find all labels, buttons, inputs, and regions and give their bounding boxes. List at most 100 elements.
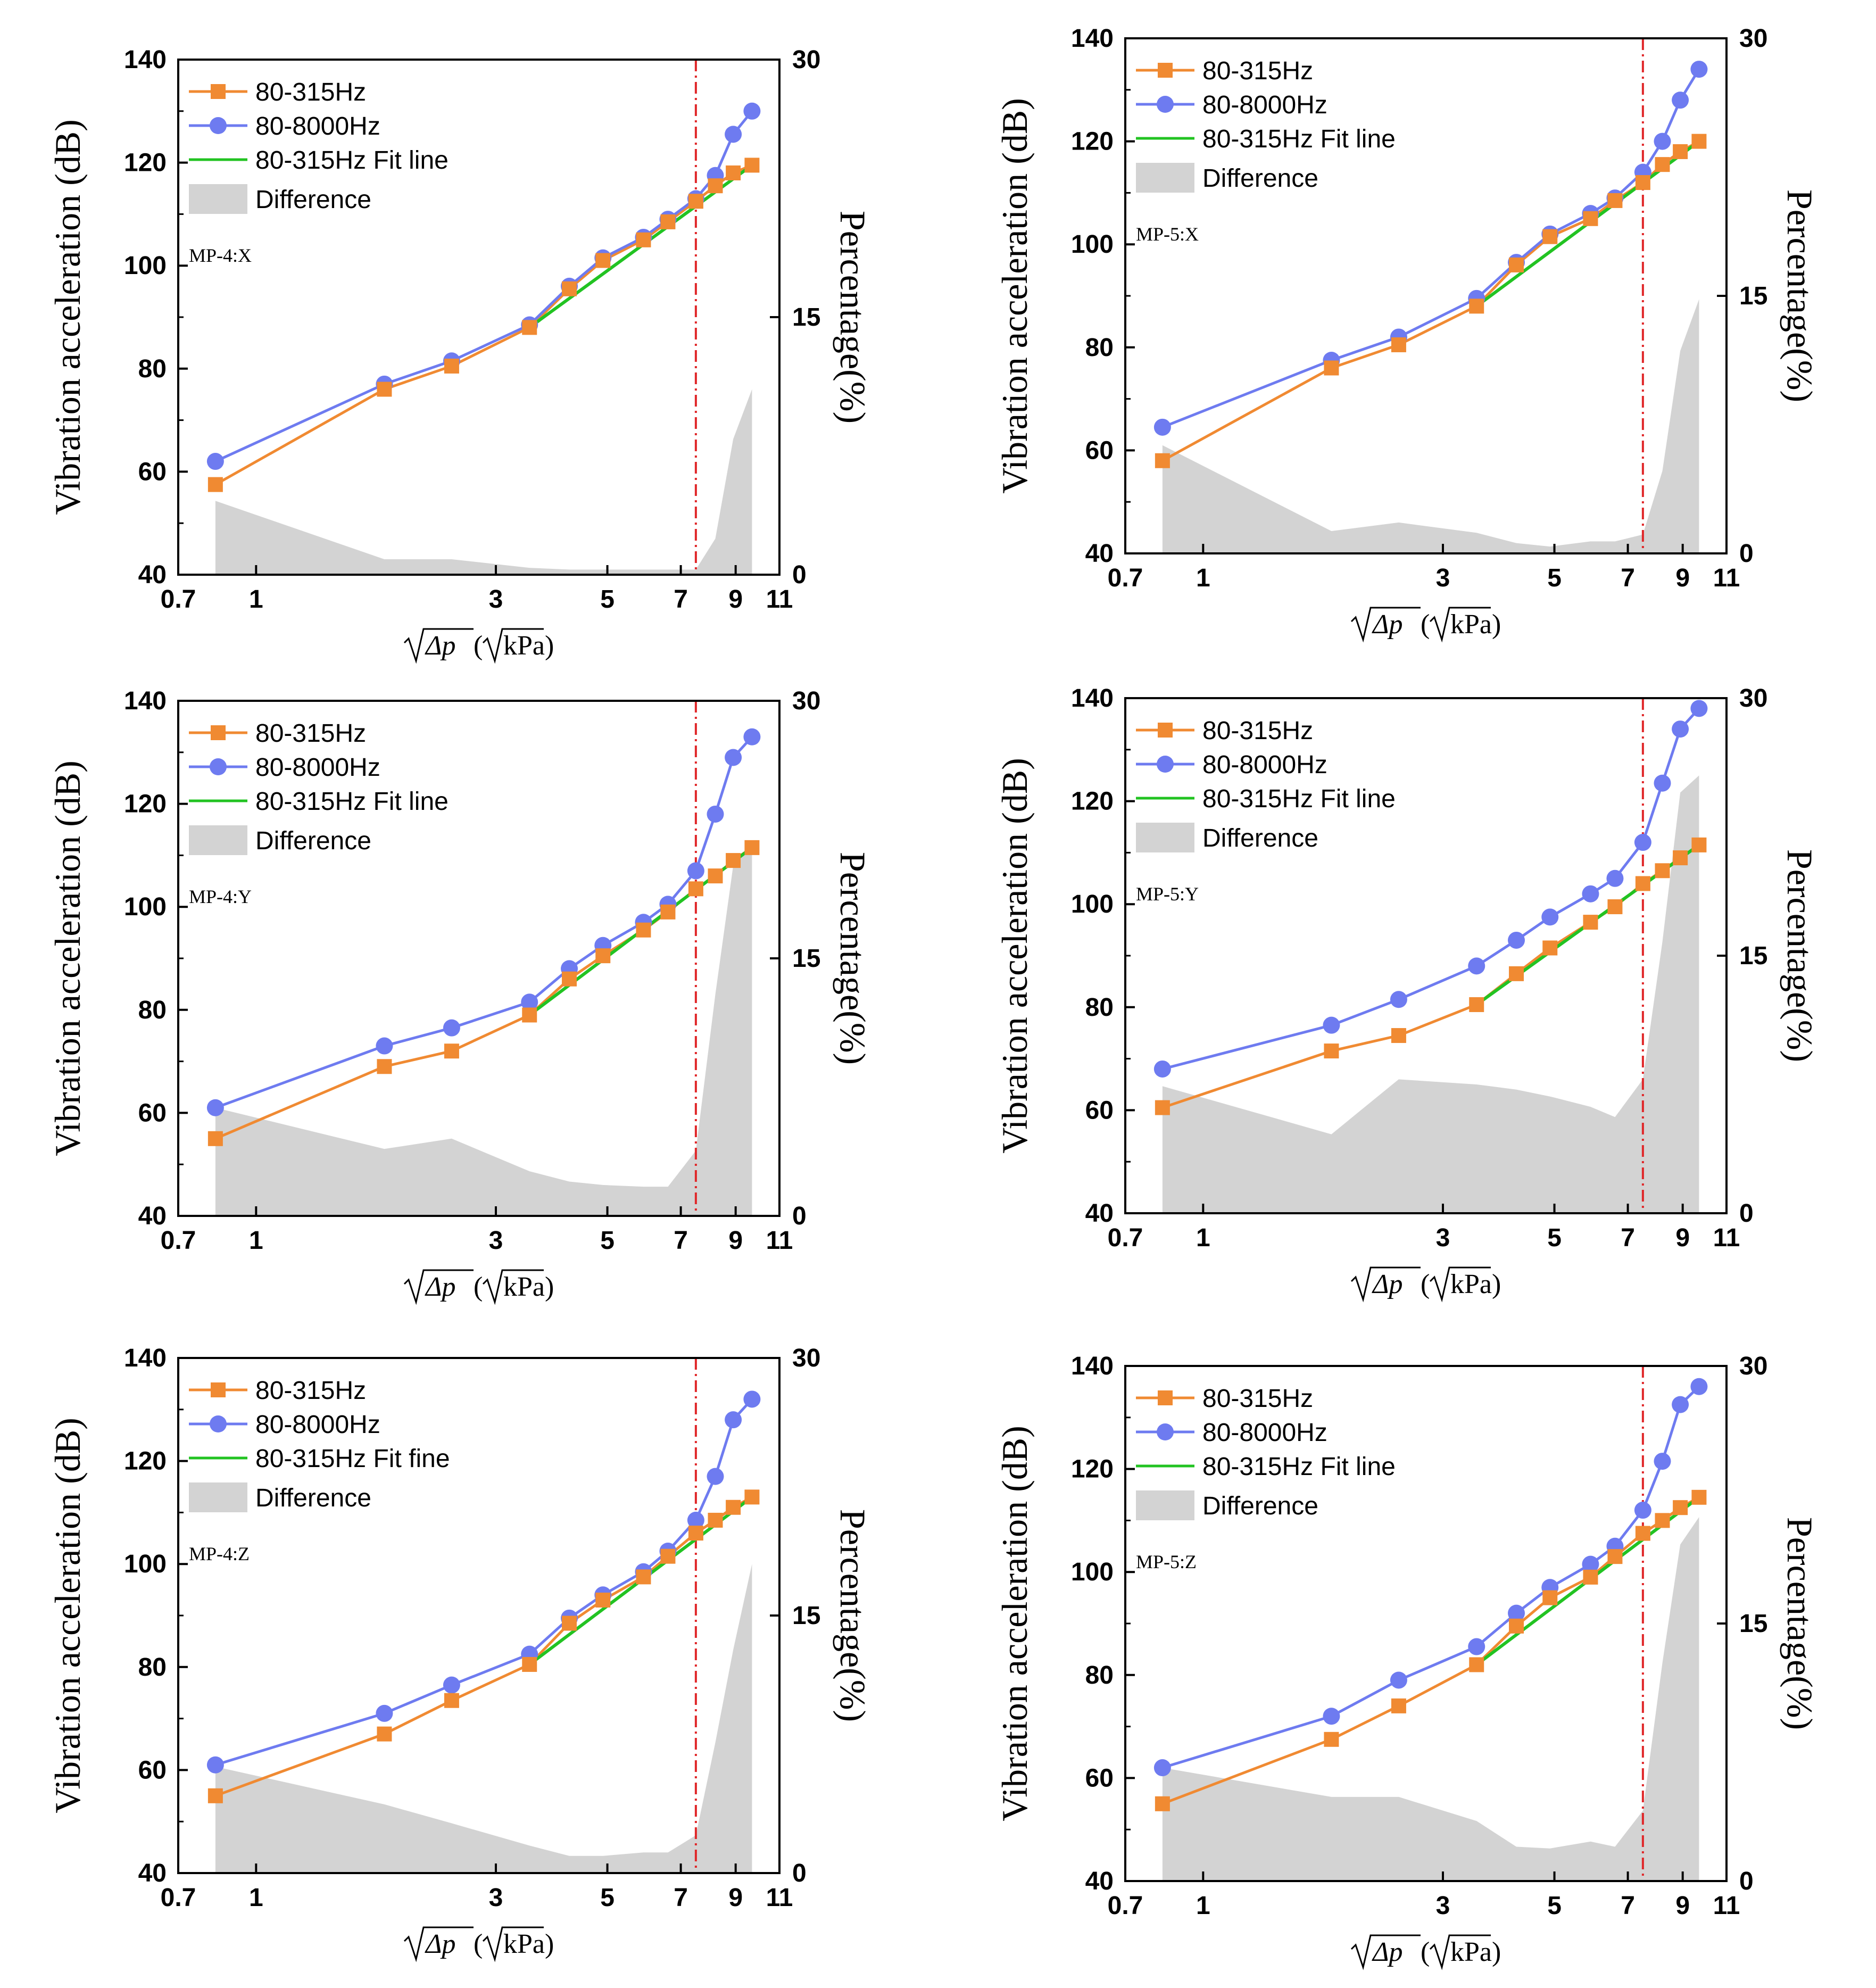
- x-axis-label: Δp (kPa): [403, 1926, 554, 1962]
- y2-axis-title: Percentage(%): [833, 1509, 873, 1722]
- point-80-315hz: [1583, 915, 1598, 930]
- x-tick-label: 3: [1436, 1224, 1450, 1252]
- legend-80-315hz-marker: [211, 1382, 226, 1397]
- point-80-315hz: [1155, 1100, 1170, 1115]
- point-80-8000hz: [376, 1037, 393, 1055]
- difference-area: [215, 389, 752, 575]
- legend: 80-315Hz 80-8000Hz 80-315Hz Fit fine Differ…: [189, 1377, 450, 1512]
- difference-area: [215, 1564, 752, 1873]
- legend-80-8000hz-marker: [1157, 96, 1174, 113]
- legend-80-315hz-label: 80-315Hz: [255, 719, 366, 748]
- y-tick-label: 80: [1085, 334, 1114, 362]
- point-80-315hz: [1635, 876, 1650, 891]
- y2-axis-title: Percentage(%): [833, 211, 873, 424]
- y-tick-label: 120: [124, 1447, 167, 1476]
- point-80-315hz: [1509, 1618, 1524, 1634]
- point-80-315hz: [1469, 1657, 1484, 1672]
- point-80-8000hz: [725, 126, 742, 143]
- legend-80-8000hz-label: 80-8000Hz: [1202, 1419, 1327, 1447]
- y-axis-title: Vibration acceleration (dB): [47, 119, 88, 515]
- y-tick-label: 140: [124, 1344, 167, 1372]
- x-label-symbol: Δp: [1372, 609, 1403, 640]
- legend-difference-label: Difference: [255, 827, 371, 855]
- y-tick-label: 40: [138, 561, 167, 589]
- point-80-8000hz: [743, 102, 761, 120]
- point-80-315hz: [636, 232, 651, 247]
- point-80-315hz: [1324, 1043, 1339, 1059]
- point-80-315hz: [726, 853, 741, 868]
- point-80-8000hz: [1672, 720, 1689, 738]
- y2-tick-label: 15: [792, 1602, 820, 1630]
- point-80-8000hz: [443, 1019, 460, 1037]
- sqrt-symbol: [1350, 1266, 1421, 1303]
- x-tick-label: 3: [489, 585, 503, 614]
- point-80-315hz: [1607, 193, 1623, 208]
- legend-fit-line-label: 80-315Hz Fit line: [1202, 125, 1396, 153]
- point-80-315hz: [444, 1043, 459, 1059]
- point-80-315hz: [688, 881, 703, 897]
- x-label-close-paren: ): [1492, 609, 1501, 640]
- x-tick-label: 9: [1675, 1224, 1690, 1252]
- legend-80-315hz-marker: [1158, 1390, 1173, 1405]
- legend-difference-label: Difference: [1202, 164, 1318, 193]
- x-tick-label: 1: [249, 585, 263, 614]
- x-tick-label: 1: [1196, 1224, 1210, 1252]
- x-tick-label: 7: [1621, 1892, 1635, 1920]
- sqrt-symbol: [482, 1926, 544, 1962]
- point-80-315hz: [660, 214, 676, 229]
- legend-difference-label: Difference: [255, 1484, 371, 1512]
- y2-tick-label: 30: [792, 687, 820, 715]
- x-label-unit: kPa: [1450, 1937, 1492, 1967]
- y-tick-label: 140: [1071, 1352, 1114, 1380]
- y2-tick-label: 15: [1739, 942, 1767, 970]
- measurement-point-tag: MP-5:X: [1136, 223, 1199, 245]
- y2-tick-label: 15: [1739, 1610, 1767, 1638]
- point-80-8000hz: [725, 749, 742, 766]
- point-80-315hz: [595, 253, 611, 268]
- y2-tick-label: 30: [792, 1344, 820, 1372]
- point-80-8000hz: [687, 862, 704, 880]
- chart-panel-1: 40 60 80 100 120 140 0 15 30 0.7 1 3 5 7 9 11 Vibration …: [47, 46, 873, 664]
- point-80-8000hz: [1582, 885, 1599, 902]
- x-label-unit: kPa: [503, 631, 545, 661]
- y2-tick-label: 0: [792, 561, 807, 589]
- x-tick-label: 3: [1436, 564, 1450, 592]
- point-80-315hz: [444, 358, 459, 374]
- x-axis-label: Δp (kPa): [403, 1269, 554, 1305]
- y-tick-label: 60: [1085, 1096, 1114, 1124]
- point-80-315hz: [207, 1788, 223, 1803]
- point-80-315hz: [1469, 299, 1484, 314]
- x-label-symbol: Δp: [1372, 1269, 1403, 1299]
- sqrt-symbol: [1350, 1934, 1421, 1970]
- chart-panel-4: 40 60 80 100 120 140 0 15 30 0.7 1 3 5 7 9 11 Vibration …: [994, 684, 1820, 1303]
- point-80-315hz: [444, 1693, 459, 1708]
- legend-difference-swatch: [189, 184, 247, 214]
- point-80-8000hz: [1690, 61, 1708, 78]
- point-80-8000hz: [743, 728, 761, 746]
- y-tick-label: 140: [124, 687, 167, 715]
- point-80-315hz: [1509, 257, 1524, 272]
- y-tick-label: 40: [1085, 540, 1114, 568]
- x-label-close-paren: ): [545, 1929, 554, 1959]
- y-tick-label: 80: [138, 996, 167, 1024]
- point-80-315hz: [1542, 1590, 1558, 1605]
- legend-fit-line-label: 80-315Hz Fit fine: [255, 1445, 450, 1473]
- point-80-8000hz: [1690, 1378, 1708, 1395]
- point-80-315hz: [1635, 1526, 1650, 1541]
- y-axis-title: Vibration acceleration (dB): [994, 1426, 1035, 1821]
- legend-80-8000hz-marker: [1157, 1423, 1174, 1440]
- point-80-315hz: [522, 1007, 537, 1023]
- x-tick-label: 11: [766, 1884, 793, 1912]
- legend-difference-swatch: [1136, 163, 1194, 193]
- x-label-open-paren: (: [474, 1272, 483, 1302]
- x-tick-label: 11: [1713, 1224, 1740, 1252]
- point-80-315hz: [1673, 1500, 1688, 1515]
- point-80-8000hz: [1390, 1671, 1407, 1689]
- sqrt-symbol: [403, 628, 474, 664]
- x-tick-label: 11: [766, 1227, 793, 1255]
- x-tick-label: 7: [674, 1227, 688, 1255]
- point-80-315hz: [1655, 863, 1670, 879]
- point-80-315hz: [1391, 1028, 1406, 1043]
- x-label-symbol: Δp: [425, 631, 456, 661]
- point-80-8000hz: [743, 1390, 761, 1408]
